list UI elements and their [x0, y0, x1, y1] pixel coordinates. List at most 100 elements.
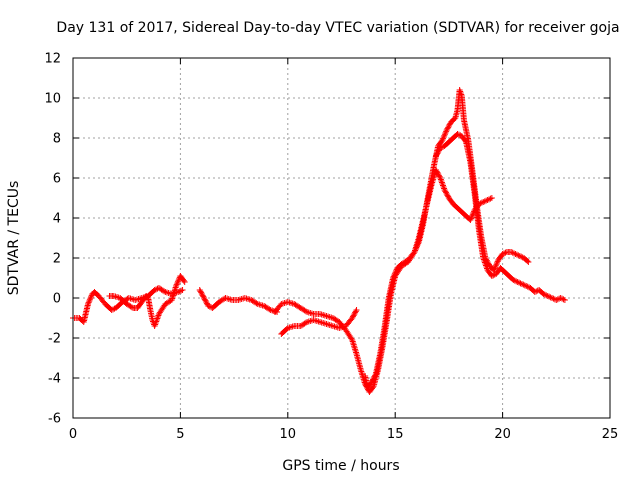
data-point	[518, 253, 525, 260]
data-point	[161, 288, 168, 295]
data-point	[514, 279, 521, 285]
data-point	[435, 172, 442, 179]
data-point	[442, 188, 449, 195]
data-point	[349, 313, 356, 320]
y-tick-label: 10	[44, 92, 61, 107]
data-point	[266, 306, 273, 313]
data-point	[173, 281, 180, 288]
data-point	[443, 128, 450, 135]
data-point	[523, 283, 530, 289]
data-point	[108, 307, 115, 313]
data-point	[488, 195, 495, 201]
data-point	[178, 287, 185, 294]
data-point	[434, 150, 441, 157]
data-point	[488, 273, 495, 279]
data-point	[480, 199, 487, 205]
data-point	[487, 195, 494, 202]
data-point	[153, 286, 160, 293]
data-point	[199, 292, 206, 299]
data-point	[369, 377, 376, 384]
data-point	[198, 289, 205, 296]
data-point	[435, 147, 442, 154]
data-point	[509, 249, 516, 256]
data-point	[392, 269, 399, 276]
x-tick-label: 15	[387, 427, 404, 442]
data-point	[441, 131, 448, 138]
y-axis-label: SDTVAR / TECUs	[6, 181, 22, 296]
data-point	[490, 272, 497, 279]
data-point	[302, 319, 309, 326]
data-point	[524, 283, 531, 290]
data-point	[494, 258, 501, 265]
data-point	[87, 295, 94, 302]
data-point	[446, 121, 453, 128]
data-point	[445, 124, 452, 131]
data-point	[391, 272, 398, 279]
data-point	[197, 288, 204, 295]
data-point	[200, 293, 207, 300]
data-point	[201, 295, 208, 301]
data-point	[560, 296, 567, 303]
data-point	[541, 291, 548, 298]
tick-labels: 0 5 10 15 20 25 -6 -4 -2 0 2 4 6 8 10 12	[44, 52, 618, 443]
data-point	[441, 187, 448, 193]
data-point	[176, 288, 183, 295]
data-point	[370, 375, 377, 381]
x-tick-label: 25	[602, 427, 619, 442]
data-point	[86, 296, 93, 303]
data-point	[525, 259, 532, 265]
data-point	[483, 197, 490, 204]
data-point	[441, 132, 448, 139]
data-point	[469, 212, 476, 219]
data-point	[559, 295, 566, 302]
data-point	[85, 299, 92, 306]
chart-title: Day 131 of 2017, Sidereal Day-to-day VTE…	[56, 20, 619, 36]
data-point	[531, 289, 538, 295]
data-point	[511, 277, 518, 284]
data-point	[348, 335, 355, 342]
data-point	[435, 171, 442, 177]
data-point	[181, 279, 188, 285]
data-point	[513, 251, 520, 258]
data-point	[85, 301, 92, 307]
data-point	[501, 250, 508, 257]
data-point	[444, 192, 451, 199]
data-point	[433, 151, 440, 158]
data-point	[179, 287, 186, 293]
data-point	[443, 127, 450, 133]
data-point	[351, 311, 358, 317]
data-point	[205, 303, 212, 309]
data-point	[445, 123, 452, 129]
data-point	[370, 376, 377, 383]
data-point	[253, 300, 260, 307]
data-point	[454, 131, 461, 137]
data-point	[175, 277, 182, 284]
data-point	[494, 259, 501, 266]
data-point	[368, 379, 375, 385]
data-point	[467, 217, 474, 223]
data-point	[511, 250, 518, 257]
data-point	[352, 309, 359, 316]
data-point	[516, 253, 523, 259]
data-point	[547, 294, 554, 301]
data-point	[439, 137, 446, 143]
data-point	[372, 372, 379, 379]
data-point	[196, 287, 203, 293]
data-point	[468, 214, 475, 221]
data-point	[203, 300, 210, 307]
data-point	[437, 145, 444, 151]
data-point	[198, 291, 205, 297]
data-point	[440, 135, 447, 142]
data-point	[508, 249, 515, 255]
data-point	[433, 153, 440, 159]
y-tick-label: 8	[53, 132, 61, 147]
data-point	[485, 196, 492, 203]
data-point	[412, 246, 419, 253]
data-point	[518, 281, 525, 287]
data-point	[561, 297, 568, 303]
data-point	[414, 241, 421, 248]
data-point	[202, 297, 209, 304]
data-point	[390, 275, 397, 281]
y-tick-label: 4	[53, 212, 61, 227]
